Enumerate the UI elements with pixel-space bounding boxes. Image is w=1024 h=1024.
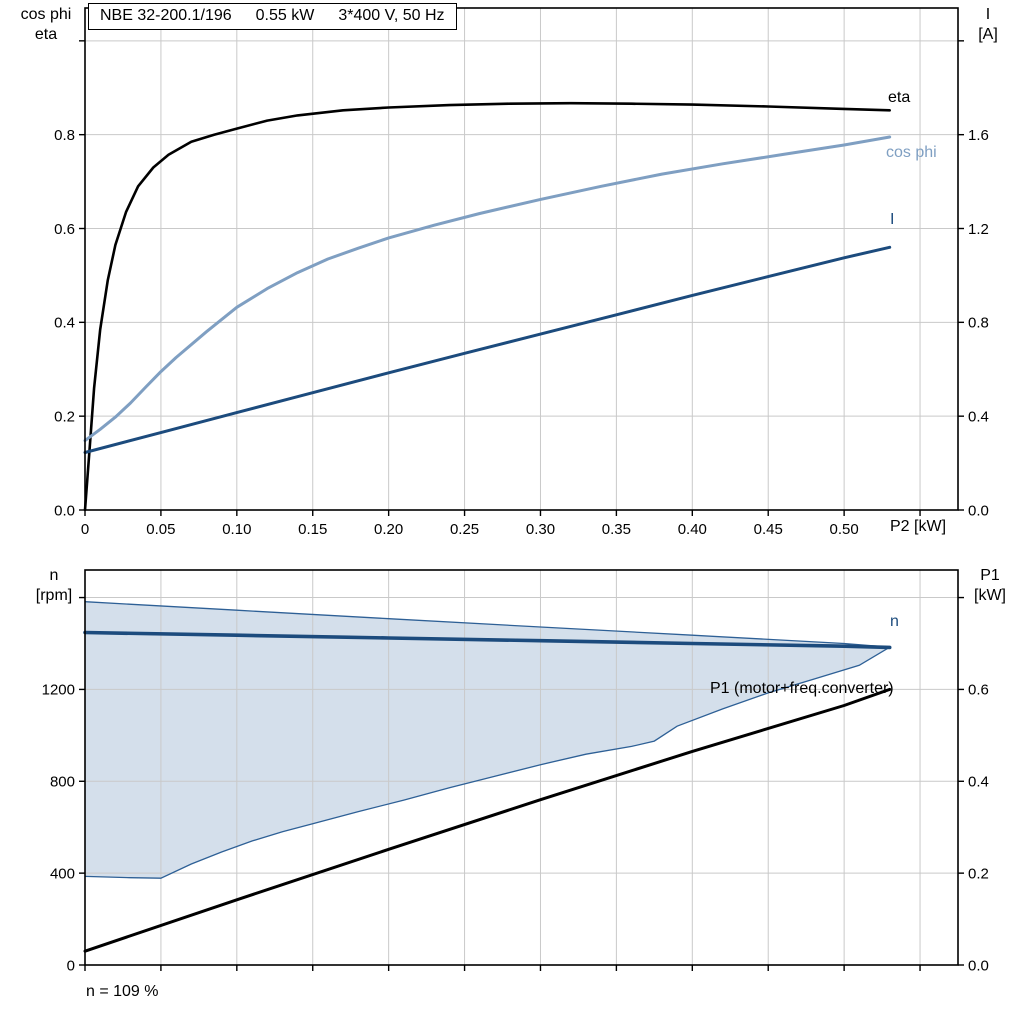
- bottom-left-axis-label: n [rpm]: [20, 566, 88, 606]
- svg-text:0.45: 0.45: [754, 521, 783, 538]
- svg-text:0.2: 0.2: [54, 408, 75, 425]
- svg-text:400: 400: [50, 865, 75, 882]
- speed-unit-text: [rpm]: [35, 587, 73, 604]
- speed-percent-footnote: n = 109 %: [86, 983, 159, 1000]
- svg-text:0.6: 0.6: [968, 682, 989, 699]
- svg-text:0.0: 0.0: [968, 957, 989, 974]
- top-left-axis-label: cos phi eta: [8, 5, 84, 45]
- svg-text:0.0: 0.0: [54, 502, 75, 519]
- current-curve-label: I: [890, 211, 895, 228]
- speed-axis-text: n: [49, 567, 59, 584]
- pump-model: NBE 32-200.1/196: [100, 7, 232, 24]
- svg-text:0.4: 0.4: [968, 774, 989, 791]
- top-right-axis-label: I [A]: [956, 5, 1020, 45]
- rated-power: 0.55 kW: [255, 7, 315, 24]
- svg-text:0.0: 0.0: [968, 502, 989, 519]
- svg-text:0.10: 0.10: [222, 521, 251, 538]
- svg-text:0.2: 0.2: [968, 865, 989, 882]
- speed-curve-label: n: [890, 613, 899, 630]
- svg-text:0.50: 0.50: [830, 521, 859, 538]
- cos-phi-axis-text: cos phi: [20, 6, 72, 23]
- eta-axis-text: eta: [34, 26, 58, 43]
- svg-text:0.35: 0.35: [602, 521, 631, 538]
- svg-text:1.2: 1.2: [968, 221, 989, 238]
- svg-text:1.6: 1.6: [968, 127, 989, 144]
- svg-text:0.30: 0.30: [526, 521, 555, 538]
- bottom-right-axis-label: P1 [kW]: [956, 566, 1024, 606]
- svg-text:0.15: 0.15: [298, 521, 327, 538]
- svg-text:0: 0: [67, 957, 75, 974]
- chart-title-box: NBE 32-200.1/196 0.55 kW 3*400 V, 50 Hz: [88, 3, 457, 30]
- svg-text:0.05: 0.05: [146, 521, 175, 538]
- p1-axis-text: P1: [980, 567, 1000, 584]
- svg-text:0: 0: [81, 521, 89, 538]
- svg-text:800: 800: [50, 774, 75, 791]
- x-axis-label: P2 [kW]: [890, 518, 947, 535]
- supply-voltage: 3*400 V, 50 Hz: [338, 7, 445, 24]
- svg-text:0.20: 0.20: [374, 521, 403, 538]
- current-axis-text: I: [985, 6, 991, 23]
- p1-curve-label: P1 (motor+freq.converter): [710, 680, 894, 697]
- eta-curve-label: eta: [888, 89, 911, 106]
- svg-text:0.25: 0.25: [450, 521, 479, 538]
- svg-text:0.6: 0.6: [54, 221, 75, 238]
- svg-text:0.8: 0.8: [968, 315, 989, 332]
- svg-text:0.4: 0.4: [968, 408, 989, 425]
- p1-unit-text: [kW]: [974, 587, 1006, 604]
- svg-text:0.8: 0.8: [54, 127, 75, 144]
- cos-phi-curve-label: cos phi: [886, 144, 937, 161]
- current-unit-text: [A]: [978, 26, 998, 43]
- svg-text:0.40: 0.40: [678, 521, 707, 538]
- svg-text:0.4: 0.4: [54, 315, 75, 332]
- svg-text:1200: 1200: [42, 682, 75, 699]
